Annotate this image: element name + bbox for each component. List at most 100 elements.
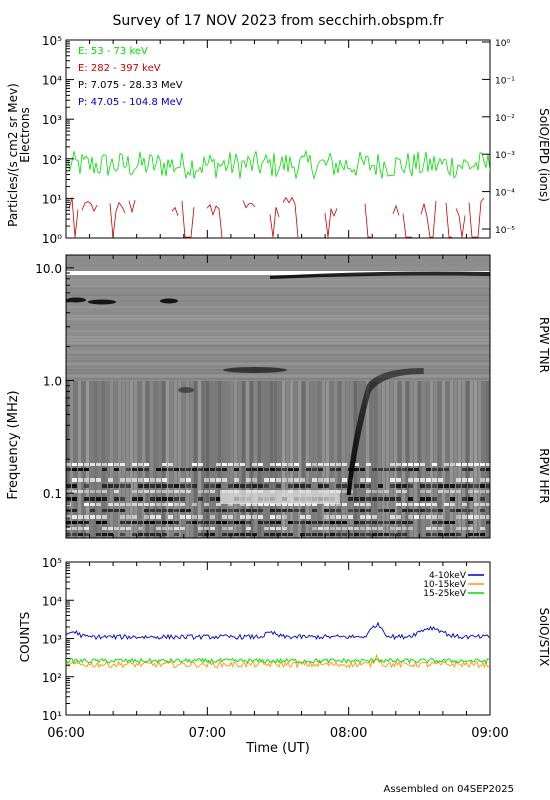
rpw-hfr-interference	[396, 527, 401, 530]
rpw-hfr-interference	[366, 503, 371, 506]
rpw-hfr-interference	[102, 533, 107, 536]
rpw-hfr-column	[266, 381, 269, 538]
epd-legend-1: E: 53 - 73 keV	[78, 46, 148, 57]
rpw-hfr-column	[186, 381, 189, 538]
rpw-hfr-interference	[138, 533, 143, 536]
rpw-hfr-interference	[198, 521, 203, 524]
rpw-hfr-interference	[198, 468, 203, 471]
rpw-hfr-interference	[210, 497, 215, 501]
rpw-hfr-column	[466, 381, 469, 538]
rpw-hfr-interference	[438, 509, 443, 512]
rpw-hfr-interference	[450, 509, 455, 512]
rpw-hfr-interference	[90, 515, 95, 519]
rpw-hfr-column	[202, 381, 205, 538]
rpw-hfr-interference	[114, 468, 119, 471]
rpw-hfr-interference	[444, 533, 449, 536]
epd-ytick-left-label: 10¹	[42, 192, 62, 206]
rpw-hfr-interference	[480, 527, 485, 530]
rpw-hfr-interference	[138, 490, 143, 493]
rpw-hfr-interference	[72, 515, 77, 519]
rpw-hfr-interference	[204, 509, 209, 512]
rpw-hfr-interference	[294, 503, 299, 506]
rpw-hfr-interference	[174, 521, 179, 524]
rpw-hfr-interference	[264, 527, 269, 530]
rpw-hfr-column	[158, 381, 161, 538]
rpw-hfr-interference	[402, 484, 407, 488]
rpw-hfr-interference	[300, 503, 305, 506]
rpw-hfr-column	[250, 381, 253, 538]
rpw-hfr-interference	[126, 521, 131, 524]
rpw-tnr-band-segment	[66, 297, 86, 303]
rpw-hfr-interference	[204, 478, 209, 482]
rpw-hfr-interference	[186, 468, 191, 471]
rpw-hfr-column	[426, 381, 429, 538]
rpw-hfr-interference	[456, 463, 461, 466]
rpw-hfr-interference	[324, 503, 329, 506]
rpw-hfr-interference	[348, 527, 353, 530]
rpw-hfr-interference	[84, 533, 89, 536]
rpw-hfr-interference	[126, 527, 131, 530]
rpw-hfr-interference	[366, 527, 371, 530]
rpw-hfr-interference	[354, 503, 359, 506]
rpw-hfr-interference	[204, 533, 209, 536]
rpw-hfr-interference	[378, 527, 383, 530]
rpw-hfr-interference	[276, 478, 281, 482]
rpw-hfr-interference	[444, 468, 449, 471]
rpw-hfr-interference	[246, 533, 251, 536]
rpw-hfr-interference	[354, 521, 359, 524]
rpw-hfr-interference	[120, 478, 125, 482]
rpw-hfr-interference	[144, 468, 149, 471]
rpw-hfr-interference	[288, 484, 293, 488]
rpw-hfr-interference	[480, 497, 485, 501]
rpw-hfr-interference	[354, 527, 359, 530]
rpw-hfr-interference	[150, 497, 155, 501]
rpw-hfr-interference	[168, 484, 173, 488]
x-tick-label: 08:00	[330, 726, 367, 741]
rpw-hfr-interference	[438, 515, 443, 519]
rpw-hfr-interference	[384, 521, 389, 524]
rpw-hfr-interference	[84, 503, 89, 506]
rpw-hfr-interference	[420, 503, 425, 506]
rpw-hfr-interference	[228, 527, 233, 530]
rpw-tnr-row	[66, 372, 490, 374]
rpw-hfr-interference	[396, 490, 401, 493]
rpw-hfr-interference	[378, 468, 383, 471]
rpw-hfr-interference	[408, 521, 413, 524]
rpw-hfr-interference	[390, 484, 395, 488]
rpw-hfr-interference	[384, 497, 389, 501]
rpw-hfr-column	[262, 381, 265, 538]
rpw-hfr-interference	[228, 509, 233, 512]
rpw-hfr-interference	[360, 515, 365, 519]
rpw-hfr-interference	[234, 509, 239, 512]
rpw-hfr-column	[478, 381, 481, 538]
rpw-hfr-interference	[432, 533, 437, 536]
rpw-hfr-interference	[192, 484, 197, 488]
rpw-hfr-interference	[258, 463, 263, 466]
rpw-hfr-interference	[234, 533, 239, 536]
rpw-hfr-interference	[438, 490, 443, 493]
rpw-hfr-interference	[414, 478, 419, 482]
rpw-hfr-interference	[474, 515, 479, 519]
rpw-hfr-column	[194, 381, 197, 538]
rpw-hfr-interference	[96, 463, 101, 466]
rpw-hfr-interference	[282, 503, 287, 506]
rpw-hfr-interference	[156, 509, 161, 512]
rpw-hfr-interference	[228, 463, 233, 466]
rpw-hfr-interference	[324, 521, 329, 524]
rpw-hfr-interference	[96, 533, 101, 536]
rpw-hfr-column	[238, 381, 241, 538]
rpw-hfr-interference	[150, 509, 155, 512]
rpw-hfr-interference	[264, 478, 269, 482]
rpw-hfr-interference	[450, 463, 455, 466]
rpw-hfr-interference	[216, 521, 221, 524]
rpw-hfr-interference	[270, 503, 275, 506]
rpw-hfr-interference	[90, 463, 95, 466]
rpw-hfr-interference	[144, 509, 149, 512]
rpw-hfr-interference	[180, 484, 185, 488]
rpw-hfr-interference	[462, 509, 467, 512]
rpw-hfr-interference	[186, 484, 191, 488]
rpw-hfr-interference	[156, 490, 161, 493]
rpw-hfr-interference	[294, 468, 299, 471]
rpw-hfr-interference	[444, 521, 449, 524]
rpw-hfr-interference	[192, 503, 197, 506]
